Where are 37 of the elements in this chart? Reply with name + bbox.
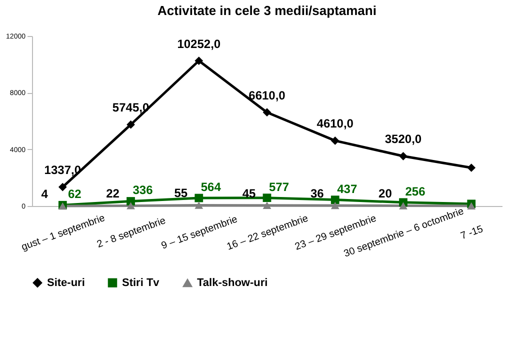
data-label: 10252,0 (177, 36, 221, 51)
data-label: 336 (132, 183, 154, 198)
point (126, 197, 135, 206)
point (194, 56, 204, 65)
chart-title: Activitate in cele 3 medii/saptamani (158, 3, 376, 18)
data-label: 4610,0 (316, 116, 354, 131)
legend-label: Site-uri (47, 276, 85, 289)
data-label: 564 (200, 180, 222, 194)
data-label: 437 (337, 182, 358, 196)
point (126, 120, 135, 129)
data-label: 55 (174, 186, 188, 200)
data-label: 20 (378, 186, 392, 201)
legend-label: Stiri Tv (122, 276, 160, 289)
point (467, 202, 476, 210)
point (467, 164, 476, 172)
point (262, 202, 272, 209)
point (194, 202, 204, 209)
point (330, 202, 340, 210)
point (126, 202, 135, 210)
data-label: 256 (405, 184, 426, 198)
legend-label: Talk-show-uri (197, 277, 268, 290)
point (330, 136, 340, 145)
data-label: 36 (310, 186, 324, 200)
data-label: 6610,0 (248, 88, 286, 102)
point (330, 196, 340, 204)
point (194, 194, 204, 202)
data-label: 62 (68, 187, 82, 202)
point (58, 182, 67, 192)
data-label: 3520,0 (384, 132, 422, 146)
x-tick-label: 7 -15 (459, 224, 486, 242)
point (399, 202, 408, 210)
data-label: 577 (268, 180, 290, 194)
point (399, 152, 408, 160)
point (262, 108, 272, 117)
point (262, 194, 272, 202)
data-label: 22 (106, 186, 120, 201)
data-label: 4 (41, 186, 48, 201)
